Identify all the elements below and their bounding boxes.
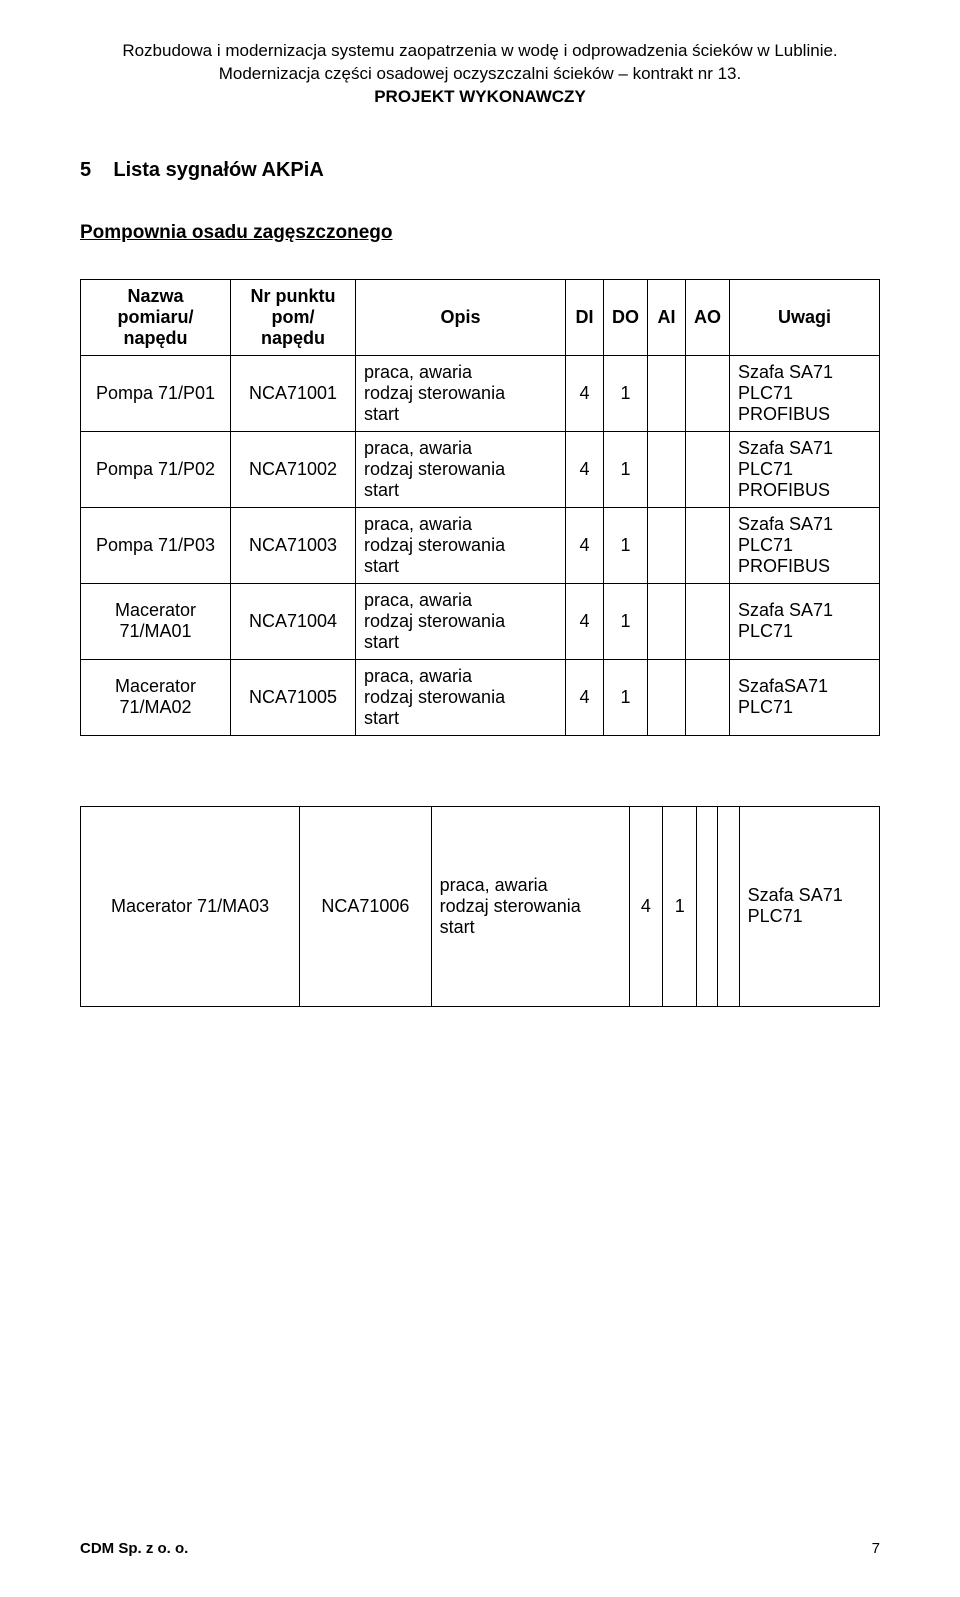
signal-table-2: Macerator 71/MA03NCA71006praca, awariaro… [80, 806, 880, 1007]
page-footer: 7 CDM Sp. z o. o. [80, 1540, 880, 1557]
cell-ao [718, 806, 739, 1006]
cell-ao [686, 431, 730, 507]
cell-uwagi: SzafaSA71PLC71 [730, 659, 880, 735]
table-2-body: Macerator 71/MA03NCA71006praca, awariaro… [81, 806, 880, 1006]
cell-uwagi: Szafa SA71PLC71 [730, 583, 880, 659]
header-line-2: Modernizacja części osadowej oczyszczaln… [80, 63, 880, 86]
cell-uwagi: Szafa SA71PLC71PROFIBUS [730, 431, 880, 507]
col-di: DI [566, 279, 604, 355]
table-row: Macerator 71/MA03NCA71006praca, awariaro… [81, 806, 880, 1006]
section-heading: 5 Lista sygnałów AKPiA [80, 159, 880, 182]
cell-ai [648, 507, 686, 583]
col-nazwa: Nazwa pomiaru/ napędu [81, 279, 231, 355]
cell-nr: NCA71003 [231, 507, 356, 583]
cell-nazwa: Macerator 71/MA01 [81, 583, 231, 659]
cell-nazwa: Pompa 71/P01 [81, 355, 231, 431]
col-uwagi: Uwagi [730, 279, 880, 355]
col-nr: Nr punktu pom/ napędu [231, 279, 356, 355]
table-row: Macerator 71/MA02NCA71005praca, awariaro… [81, 659, 880, 735]
cell-uwagi: Szafa SA71PLC71PROFIBUS [730, 507, 880, 583]
col-ao: AO [686, 279, 730, 355]
cell-do: 1 [663, 806, 697, 1006]
cell-ai [648, 583, 686, 659]
cell-do: 1 [604, 659, 648, 735]
cell-do: 1 [604, 431, 648, 507]
cell-ao [686, 583, 730, 659]
header-line-3: PROJEKT WYKONAWCZY [80, 86, 880, 109]
cell-di: 4 [566, 583, 604, 659]
cell-nr: NCA71006 [300, 806, 432, 1006]
cell-di: 4 [566, 507, 604, 583]
cell-ai [697, 806, 718, 1006]
col-opis: Opis [356, 279, 566, 355]
cell-nr: NCA71001 [231, 355, 356, 431]
footer-company: CDM Sp. z o. o. [80, 1540, 188, 1557]
cell-di: 4 [566, 431, 604, 507]
page: Rozbudowa i modernizacja systemu zaopatr… [0, 0, 960, 1597]
col-ai: AI [648, 279, 686, 355]
cell-nazwa: Macerator 71/MA03 [81, 806, 300, 1006]
header-line-1: Rozbudowa i modernizacja systemu zaopatr… [80, 40, 880, 63]
cell-nazwa: Pompa 71/P03 [81, 507, 231, 583]
cell-nr: NCA71004 [231, 583, 356, 659]
page-number: 7 [872, 1540, 880, 1557]
cell-nazwa: Macerator 71/MA02 [81, 659, 231, 735]
cell-nazwa: Pompa 71/P02 [81, 431, 231, 507]
table-header-row: Nazwa pomiaru/ napędu Nr punktu pom/ nap… [81, 279, 880, 355]
table-row: Pompa 71/P01NCA71001praca, awariarodzaj … [81, 355, 880, 431]
cell-ai [648, 659, 686, 735]
cell-opis: praca, awariarodzaj sterowaniastart [356, 431, 566, 507]
signal-table-1: Nazwa pomiaru/ napędu Nr punktu pom/ nap… [80, 279, 880, 736]
cell-nr: NCA71002 [231, 431, 356, 507]
cell-ai [648, 431, 686, 507]
section-title: Lista sygnałów AKPiA [113, 159, 323, 181]
table-row: Pompa 71/P03NCA71003praca, awariarodzaj … [81, 507, 880, 583]
table-1-body: Pompa 71/P01NCA71001praca, awariarodzaj … [81, 355, 880, 735]
cell-uwagi: Szafa SA71PLC71 [739, 806, 879, 1006]
cell-nr: NCA71005 [231, 659, 356, 735]
cell-di: 4 [566, 355, 604, 431]
cell-do: 1 [604, 507, 648, 583]
cell-ai [648, 355, 686, 431]
cell-ao [686, 507, 730, 583]
cell-uwagi: Szafa SA71PLC71PROFIBUS [730, 355, 880, 431]
cell-opis: praca, awariarodzaj sterowaniastart [356, 659, 566, 735]
cell-opis: praca, awariarodzaj sterowaniastart [356, 355, 566, 431]
cell-ao [686, 659, 730, 735]
cell-opis: praca, awariarodzaj sterowaniastart [356, 583, 566, 659]
cell-do: 1 [604, 355, 648, 431]
cell-opis: praca, awariarodzaj sterowaniastart [356, 507, 566, 583]
cell-do: 1 [604, 583, 648, 659]
cell-opis: praca, awariarodzaj sterowaniastart [431, 806, 629, 1006]
table-row: Pompa 71/P02NCA71002praca, awariarodzaj … [81, 431, 880, 507]
table-row: Macerator 71/MA01NCA71004praca, awariaro… [81, 583, 880, 659]
cell-ao [686, 355, 730, 431]
cell-di: 4 [629, 806, 663, 1006]
document-header: Rozbudowa i modernizacja systemu zaopatr… [80, 40, 880, 109]
cell-di: 4 [566, 659, 604, 735]
col-do: DO [604, 279, 648, 355]
section-number: 5 [80, 159, 91, 181]
section-subheading: Pompownia osadu zagęszczonego [80, 222, 880, 244]
